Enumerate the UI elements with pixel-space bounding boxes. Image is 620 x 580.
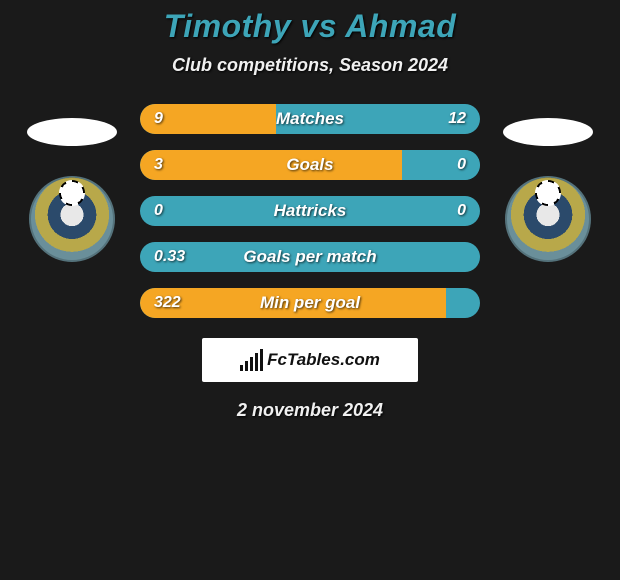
stat-label: Goals (286, 155, 333, 175)
stat-label: Goals per match (243, 247, 376, 267)
stats-panel: 9 Matches 12 3 Goals 0 0 Hattricks 0 0.33 Goals pe… (140, 104, 480, 318)
stat-value-left: 322 (154, 294, 181, 312)
date-label: 2 november 2024 (237, 400, 383, 421)
stat-row: 322 Min per goal (140, 288, 480, 318)
club-badge-right (505, 176, 591, 262)
stat-value-right: 0 (457, 156, 466, 174)
stat-value-left: 9 (154, 110, 163, 128)
player-avatar-left (27, 118, 117, 146)
brand-text: FcTables.com (267, 350, 380, 370)
stat-row: 3 Goals 0 (140, 150, 480, 180)
stat-label: Matches (276, 109, 344, 129)
stat-value-left: 0 (154, 202, 163, 220)
stat-fill-left (140, 150, 402, 180)
stat-label: Hattricks (274, 201, 347, 221)
player-avatar-right (503, 118, 593, 146)
stat-value-right: 12 (448, 110, 466, 128)
stat-value-left: 3 (154, 156, 163, 174)
brand-bars-icon (240, 349, 263, 371)
stat-value-left: 0.33 (154, 248, 185, 266)
club-badge-left (29, 176, 115, 262)
comparison-row: 9 Matches 12 3 Goals 0 0 Hattricks 0 0.33 Goals pe… (0, 104, 620, 318)
stat-label: Min per goal (260, 293, 360, 313)
stat-row: 0.33 Goals per match (140, 242, 480, 272)
subtitle: Club competitions, Season 2024 (172, 55, 448, 76)
stat-row: 9 Matches 12 (140, 104, 480, 134)
brand-logo[interactable]: FcTables.com (202, 338, 418, 382)
stat-row: 0 Hattricks 0 (140, 196, 480, 226)
stat-value-right: 0 (457, 202, 466, 220)
left-player-col (22, 104, 122, 262)
right-player-col (498, 104, 598, 262)
page-title: Timothy vs Ahmad (164, 8, 457, 45)
stat-fill-right (419, 150, 480, 180)
